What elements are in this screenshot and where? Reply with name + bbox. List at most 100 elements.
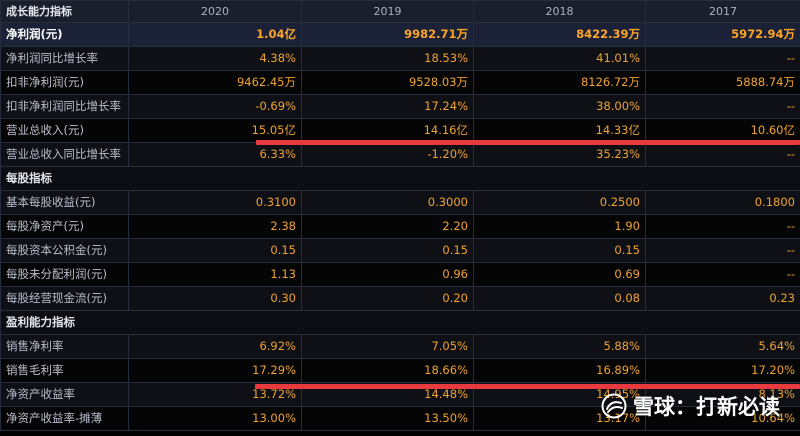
row-label: 营业总收入(元): [0, 118, 129, 143]
cell-value: 0.3100: [128, 190, 302, 215]
row-label: 净资产收益率: [0, 382, 129, 407]
cell-value: 1.90: [473, 214, 646, 239]
row-label: 扣非净利润(元): [0, 70, 129, 95]
cell-value: 10.60亿: [645, 118, 800, 143]
table-row: 扣非净利润同比增长率 -0.69% 17.24% 38.00% --: [0, 94, 800, 119]
watermark-text: 雪球：打新必读: [633, 395, 780, 419]
snowball-watermark: 雪球：打新必读: [601, 391, 780, 421]
cell-value: 7.05%: [301, 334, 474, 359]
cell-value: 0.15: [301, 238, 474, 263]
cell-value: 35.23%: [473, 142, 646, 167]
cell-value: --: [645, 46, 800, 71]
table-row: 销售净利率 6.92% 7.05% 5.88% 5.64%: [0, 334, 800, 359]
row-label: 基本每股收益(元): [0, 190, 129, 215]
table-body: 净利润(元) 1.04亿 9982.71万 8422.39万 5972.94万 净利润同比…: [0, 22, 800, 431]
cell-value: 5972.94万: [645, 22, 800, 47]
row-label: 净利润(元): [0, 22, 129, 47]
cell-value: 10.64%: [645, 406, 800, 431]
cell-value: 0.15: [128, 238, 302, 263]
cell-value: 8126.72万: [473, 70, 646, 95]
cell-value: 38.00%: [473, 94, 646, 119]
row-label: 每股资本公积金(元): [0, 238, 129, 263]
row-label: 销售毛利率: [0, 358, 129, 383]
cell-value: 13.00%: [128, 406, 302, 431]
table-row: 扣非净利润(元) 9462.45万 9528.03万 8126.72万 5888.74万: [0, 70, 800, 95]
section-title: 每股指标: [0, 166, 800, 191]
cell-value: 0.1800: [645, 190, 800, 215]
column-header-year[interactable]: 2018: [473, 0, 646, 23]
corner-label: 成长能力指标: [0, 0, 129, 23]
header-row: 成长能力指标 2020 2019 2018 2017: [0, 0, 800, 23]
table-row: 净利润(元) 1.04亿 9982.71万 8422.39万 5972.94万: [0, 22, 800, 47]
row-label: 每股净资产(元): [0, 214, 129, 239]
cell-value: 2.20: [301, 214, 474, 239]
row-label: 净利润同比增长率: [0, 46, 129, 71]
cell-value: 15.05亿: [128, 118, 302, 143]
cell-value: 0.15: [473, 238, 646, 263]
column-header-year[interactable]: 2020: [128, 0, 302, 23]
cell-value: 0.2500: [473, 190, 646, 215]
section-header-row: 盈利能力指标: [0, 310, 800, 335]
cell-value: 8422.39万: [473, 22, 646, 47]
cell-value: 0.30: [128, 286, 302, 311]
cell-value: 13.17%: [473, 406, 646, 431]
cell-value: 14.16亿: [301, 118, 474, 143]
cell-value: --: [645, 214, 800, 239]
cell-value: 5.64%: [645, 334, 800, 359]
cell-value: --: [645, 94, 800, 119]
cell-value: 0.08: [473, 286, 646, 311]
row-label: 每股未分配利润(元): [0, 262, 129, 287]
cell-value: 41.01%: [473, 46, 646, 71]
column-header-year[interactable]: 2017: [645, 0, 800, 23]
table-row: 基本每股收益(元) 0.3100 0.3000 0.2500 0.1800: [0, 190, 800, 215]
row-label: 销售净利率: [0, 334, 129, 359]
cell-value: 18.53%: [301, 46, 474, 71]
cell-value: 4.38%: [128, 46, 302, 71]
cell-value: --: [645, 238, 800, 263]
cell-value: 16.89%: [473, 358, 646, 383]
cell-value: 0.23: [645, 286, 800, 311]
snowball-logo-icon: [601, 393, 627, 419]
cell-value: 9528.03万: [301, 70, 474, 95]
cell-value: --: [645, 262, 800, 287]
section-header-row: 每股指标: [0, 166, 800, 191]
cell-value: -1.20%: [301, 142, 474, 167]
table-row: 净利润同比增长率 4.38% 18.53% 41.01% --: [0, 46, 800, 71]
cell-value: 1.13: [128, 262, 302, 287]
cell-value: 5888.74万: [645, 70, 800, 95]
table-row: 销售毛利率 17.29% 18.66% 16.89% 17.20%: [0, 358, 800, 383]
cell-value: -0.69%: [128, 94, 302, 119]
cell-value: 0.3000: [301, 190, 474, 215]
cell-value: 0.96: [301, 262, 474, 287]
cell-value: 6.33%: [128, 142, 302, 167]
row-label: 每股经营现金流(元): [0, 286, 129, 311]
table-row: 营业总收入(元) 15.05亿 14.16亿 14.33亿 10.60亿: [0, 118, 800, 143]
table-row: 每股未分配利润(元) 1.13 0.96 0.69 --: [0, 262, 800, 287]
table-row: 每股资本公积金(元) 0.15 0.15 0.15 --: [0, 238, 800, 263]
table-row: 每股经营现金流(元) 0.30 0.20 0.08 0.23: [0, 286, 800, 311]
table-row: 每股净资产(元) 2.38 2.20 1.90 --: [0, 214, 800, 239]
row-label: 净资产收益率-摊薄: [0, 406, 129, 431]
cell-value: 2.38: [128, 214, 302, 239]
cell-value: 1.04亿: [128, 22, 302, 47]
cell-value: 9462.45万: [128, 70, 302, 95]
cell-value: 9982.71万: [301, 22, 474, 47]
red-underline-annotation: [256, 140, 800, 145]
table-row: 净资产收益率-摊薄 13.00% 13.50% 13.17% 10.64%: [0, 406, 800, 431]
cell-value: 18.66%: [301, 358, 474, 383]
red-underline-annotation: [255, 384, 800, 389]
table-row: 营业总收入同比增长率 6.33% -1.20% 35.23% --: [0, 142, 800, 167]
cell-value: 5.88%: [473, 334, 646, 359]
cell-value: 0.69: [473, 262, 646, 287]
row-label: 营业总收入同比增长率: [0, 142, 129, 167]
row-label: 扣非净利润同比增长率: [0, 94, 129, 119]
column-header-year[interactable]: 2019: [301, 0, 474, 23]
cell-value: 0.20: [301, 286, 474, 311]
cell-value: 6.92%: [128, 334, 302, 359]
cell-value: 13.50%: [301, 406, 474, 431]
cell-value: 14.33亿: [473, 118, 646, 143]
cell-value: --: [645, 142, 800, 167]
section-title: 盈利能力指标: [0, 310, 800, 335]
cell-value: 17.20%: [645, 358, 800, 383]
